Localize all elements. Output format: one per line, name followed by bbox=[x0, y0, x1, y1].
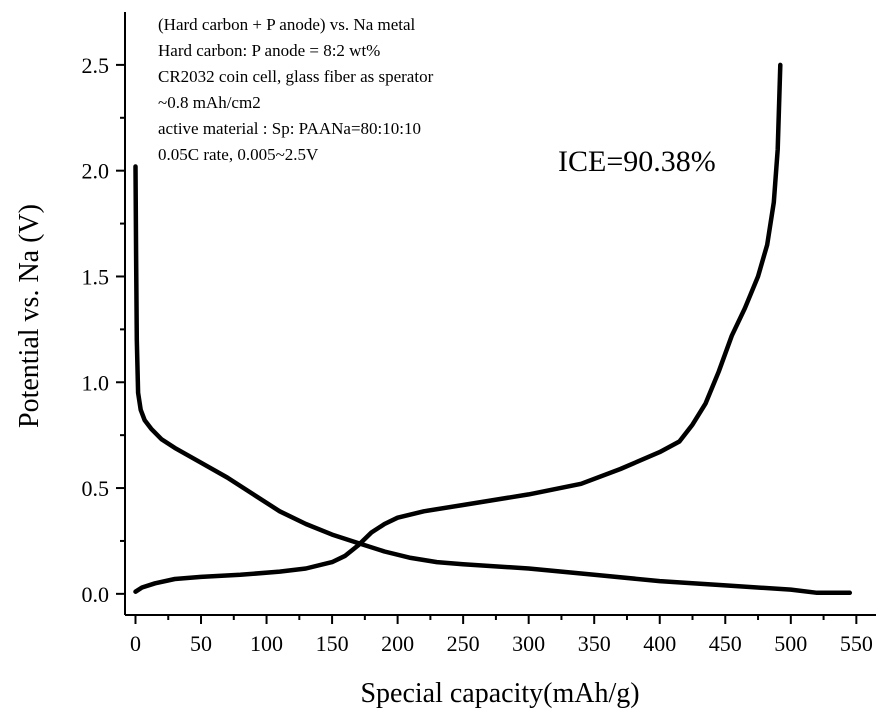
y-tick-label: 1.5 bbox=[82, 264, 110, 289]
x-tick-label: 500 bbox=[774, 631, 807, 656]
x-tick-label: 300 bbox=[512, 631, 545, 656]
x-tick-label: 200 bbox=[381, 631, 414, 656]
y-axis-ticks: 0.0 0.5 1.0 1.5 2.0 2.5 bbox=[82, 53, 125, 607]
x-tick-label: 0 bbox=[130, 631, 141, 656]
series-line-1 bbox=[133, 164, 853, 596]
curves bbox=[133, 62, 853, 596]
x-tick-label: 350 bbox=[578, 631, 611, 656]
annotation-line: Hard carbon: P anode = 8:2 wt% bbox=[158, 41, 380, 60]
x-tick-label: 400 bbox=[643, 631, 676, 656]
y-tick-label: 0.5 bbox=[82, 476, 110, 501]
x-axis-ticks: 0 50 100 150 200 250 300 350 400 450 500 550 bbox=[130, 615, 873, 656]
y-axis-title: Potential vs. Na (V) bbox=[14, 204, 45, 428]
x-tick-label: 250 bbox=[447, 631, 480, 656]
x-tick-label: 150 bbox=[316, 631, 349, 656]
y-tick-label: 1.0 bbox=[82, 370, 110, 395]
plot-frame bbox=[124, 12, 876, 616]
annotation-line: 0.05C rate, 0.005~2.5V bbox=[158, 145, 319, 164]
x-tick-label: 450 bbox=[709, 631, 742, 656]
x-axis-title: Special capacity(mAh/g) bbox=[360, 678, 639, 709]
annotation-block: (Hard carbon + P anode) vs. Na metal Hard… bbox=[158, 15, 434, 164]
x-tick-label: 50 bbox=[190, 631, 212, 656]
ice-label: ICE=90.38% bbox=[558, 145, 716, 178]
y-tick-label: 0.0 bbox=[82, 582, 110, 607]
annotation-line: CR2032 coin cell, glass fiber as sperato… bbox=[158, 67, 434, 86]
annotation-line: (Hard carbon + P anode) vs. Na metal bbox=[158, 15, 416, 34]
series-line-2 bbox=[133, 62, 783, 594]
y-tick-label: 2.0 bbox=[82, 159, 110, 184]
annotation-line: active material : Sp: PAANa=80:10:10 bbox=[158, 119, 421, 138]
y-tick-label: 2.5 bbox=[82, 53, 110, 78]
x-tick-label: 100 bbox=[250, 631, 283, 656]
x-tick-label: 550 bbox=[840, 631, 873, 656]
annotation-line: ~0.8 mAh/cm2 bbox=[158, 93, 261, 112]
